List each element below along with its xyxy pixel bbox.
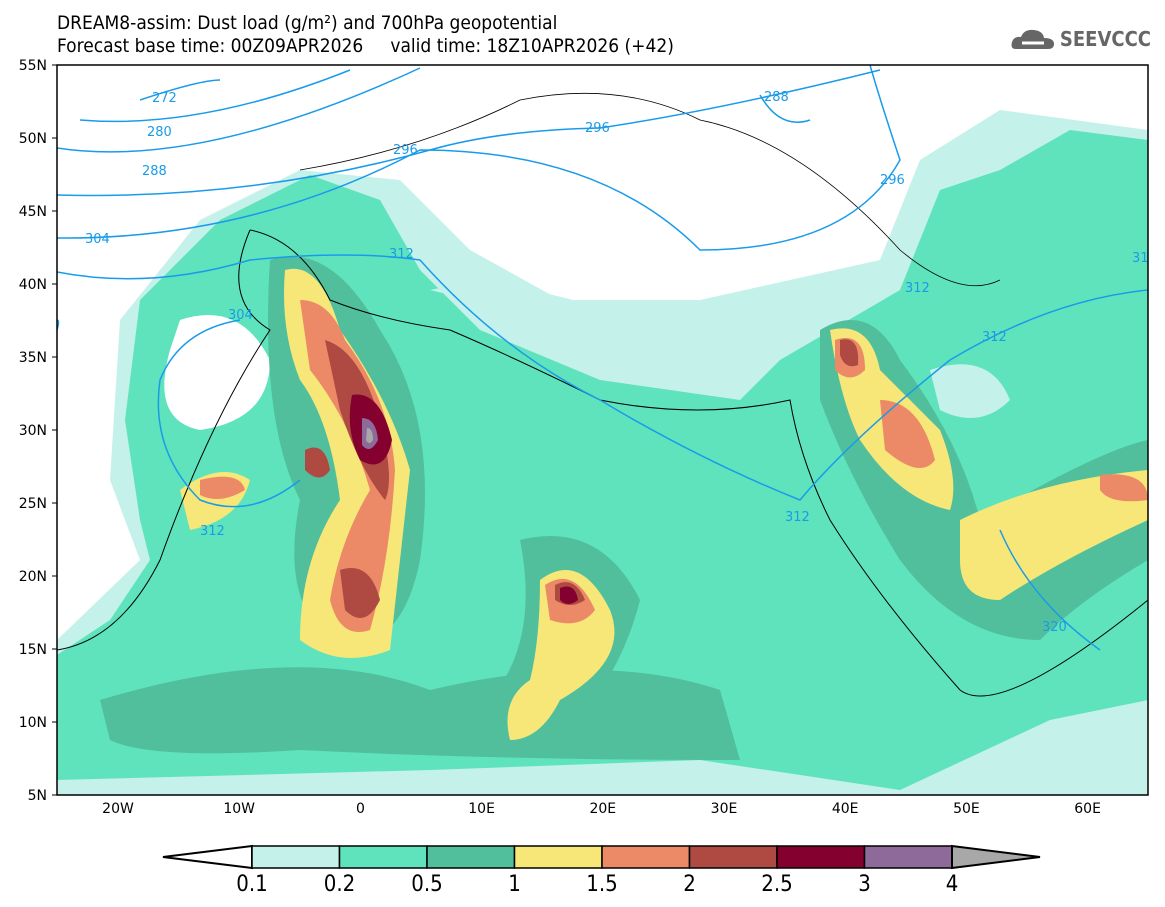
latitude-labels: 55N 50N 45N 40N 35N 30N 25N 20N 15N 10N 5N	[19, 58, 57, 804]
longitude-label: 10W	[223, 801, 255, 817]
colorbar-tick-label: 0.1	[236, 872, 268, 897]
colorbar-tick-label: 1	[508, 872, 521, 897]
contour-label: 312	[200, 524, 225, 539]
contour-label: 296	[585, 121, 610, 136]
colorbar-tick-label: 2	[683, 872, 696, 897]
contour-label: 296	[393, 143, 418, 158]
latitude-label: 30N	[19, 423, 47, 439]
longitude-label: 30E	[711, 801, 738, 817]
latitude-label: 10N	[19, 715, 47, 731]
colorbar-tick-label: 1.5	[586, 872, 618, 897]
colorbar-swatch	[426, 845, 516, 869]
contour-label: 288	[764, 90, 789, 105]
dust-fields: 272 280 288 296 304 312 304 312 312 296 …	[57, 65, 1149, 795]
cloud-icon	[1011, 29, 1054, 49]
contour-label: 304	[228, 308, 253, 323]
colorbar-swatch	[688, 845, 778, 869]
contour-label: 312	[905, 281, 930, 296]
latitude-label: 25N	[19, 496, 47, 512]
latitude-label: 55N	[19, 58, 47, 74]
logo-text: SEEVCCC	[1059, 27, 1151, 51]
colorbar-tick-label: 0.5	[411, 872, 443, 897]
colorbar-swatch	[338, 845, 428, 869]
longitude-label: 50E	[953, 801, 980, 817]
colorbar-tick-label: 2.5	[761, 872, 793, 897]
contour-label: 304	[85, 232, 110, 247]
longitude-label: 0	[356, 801, 365, 817]
latitude-label: 45N	[19, 204, 47, 220]
longitude-label: 10E	[468, 801, 495, 817]
contour-label: 312	[982, 330, 1007, 345]
contour-label: 280	[147, 125, 172, 140]
geopotential-contours	[57, 65, 1148, 651]
colorbar-swatch	[251, 845, 341, 869]
contour-label: 272	[152, 91, 177, 106]
contour-label: 312	[785, 510, 810, 525]
seevccc-logo: SEEVCCC	[1010, 27, 1151, 51]
latitude-label: 50N	[19, 131, 47, 147]
colorbar-swatch	[776, 845, 866, 869]
colorbar-swatch	[513, 845, 603, 869]
map-subtitle: Forecast base time: 00Z09APR2026 valid t…	[57, 35, 674, 57]
colorbar-swatch	[601, 845, 691, 869]
colorbar-tick-label: 0.2	[323, 872, 356, 897]
contour-labels: 272 280 288 296 304 312 304 312 312 296 …	[85, 90, 1149, 635]
contour-label: 31	[1132, 251, 1149, 266]
colorbar-tick-label: 3	[858, 872, 871, 897]
latitude-label: 5N	[28, 788, 47, 804]
colorbar-swatch	[863, 845, 953, 869]
contour-label: 296	[880, 173, 905, 188]
contour-label: 288	[142, 164, 167, 179]
colorbar-low-arrow	[162, 844, 253, 870]
longitude-label: 40E	[832, 801, 859, 817]
longitude-labels: 20W 10W 0 10E 20E 30E 40E 50E 60E	[102, 801, 1101, 817]
latitude-label: 15N	[19, 642, 47, 658]
longitude-label: 60E	[1074, 801, 1101, 817]
colorbar-tick-label: 4	[945, 872, 959, 897]
contour-label: 320	[1042, 620, 1067, 635]
longitude-label: 20W	[102, 801, 134, 817]
contour-label: 312	[389, 247, 414, 262]
latitude-label: 40N	[19, 277, 47, 293]
longitude-label: 20E	[589, 801, 616, 817]
latitude-label: 35N	[19, 350, 47, 366]
map-title: DREAM8-assim: Dust load (g/m²) and 700hP…	[57, 12, 558, 34]
latitude-label: 20N	[19, 569, 47, 585]
colorbar-high-arrow	[951, 844, 1041, 870]
